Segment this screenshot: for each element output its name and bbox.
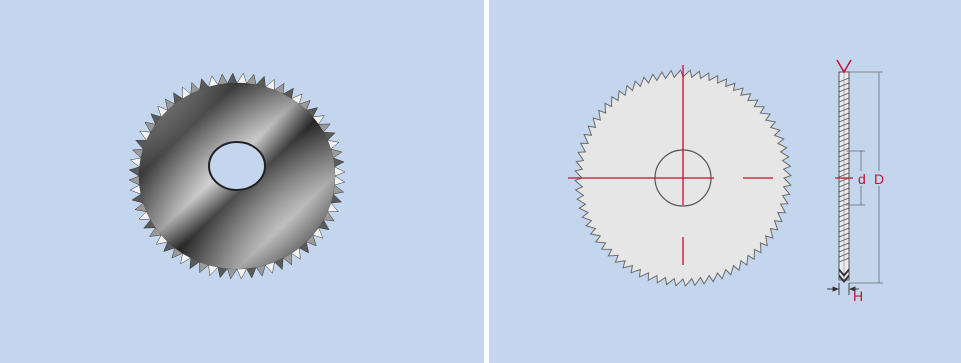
saw-tooth xyxy=(332,157,345,168)
saw-tooth xyxy=(236,72,247,84)
photo-panel xyxy=(0,0,484,363)
label-d: d xyxy=(858,171,866,187)
saw-blade-front-view-icon xyxy=(568,59,883,295)
label-D: D xyxy=(874,171,885,187)
saw-tooth xyxy=(246,266,257,279)
saw-tooth xyxy=(128,166,140,177)
saw-blade-side-view-icon xyxy=(835,59,853,283)
saw-tooth xyxy=(334,175,346,186)
saw-blade-photo-icon xyxy=(128,72,346,280)
saw-tooth xyxy=(129,157,142,168)
label-H: H xyxy=(853,288,864,304)
saw-tooth xyxy=(129,184,142,195)
saw-tooth xyxy=(217,266,228,279)
saw-tooth xyxy=(236,268,248,280)
saw-tooth xyxy=(226,72,238,84)
saw-tooth xyxy=(217,73,228,86)
dimension-D xyxy=(849,71,883,284)
dimension-H xyxy=(827,283,859,295)
saw-tooth xyxy=(246,73,257,86)
saw-tooth xyxy=(128,175,140,186)
center-lines xyxy=(568,65,773,265)
arbor-hole xyxy=(208,141,266,191)
saw-tooth xyxy=(332,184,345,195)
saw-tooth xyxy=(227,268,238,280)
dimension-d xyxy=(846,150,865,206)
saw-tooth xyxy=(334,166,346,177)
drawing-panel: d D H xyxy=(489,0,961,363)
